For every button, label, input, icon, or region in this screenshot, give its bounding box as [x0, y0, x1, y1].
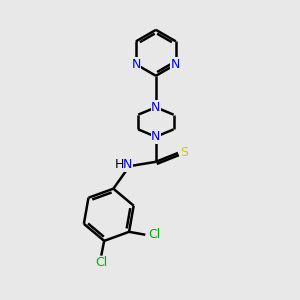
Text: N: N	[131, 58, 141, 71]
Text: N: N	[151, 130, 160, 143]
Text: N: N	[171, 58, 181, 71]
Text: N: N	[151, 101, 160, 114]
Text: S: S	[181, 146, 188, 159]
Text: H: H	[114, 158, 124, 171]
Text: N: N	[123, 158, 133, 171]
Text: Cl: Cl	[148, 228, 160, 241]
Text: Cl: Cl	[95, 256, 107, 269]
